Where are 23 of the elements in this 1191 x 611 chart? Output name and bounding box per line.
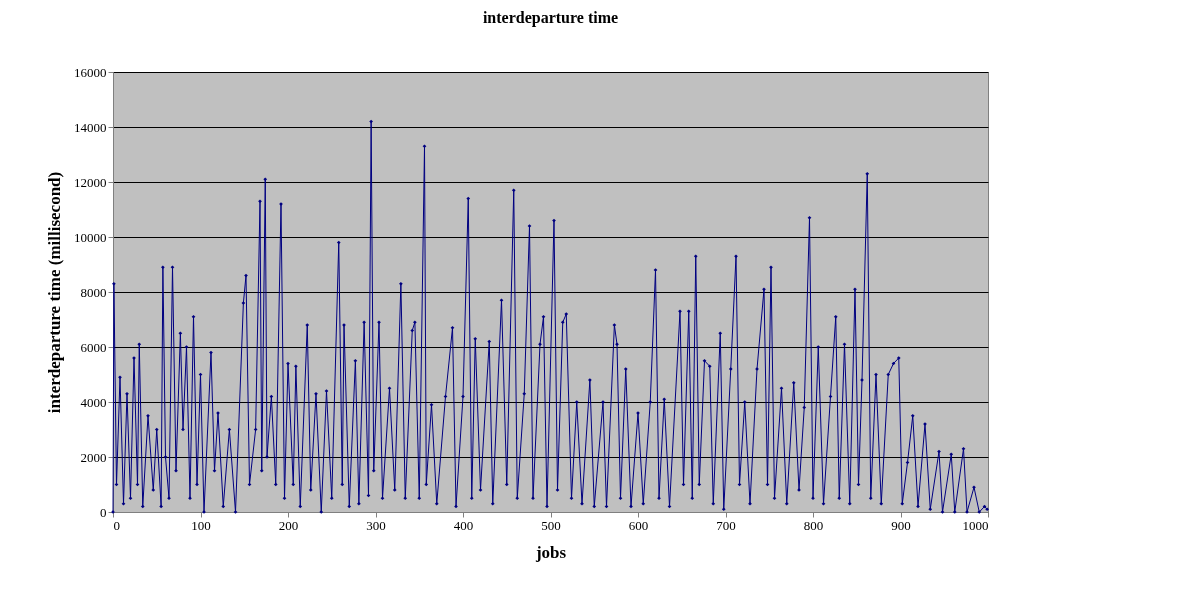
y-tick-label: 16000	[74, 64, 107, 80]
x-axis-title: jobs	[534, 542, 567, 562]
x-tick-label: 800	[803, 517, 824, 533]
x-tick-label: 0	[113, 517, 120, 533]
x-tick-label: 100	[191, 517, 211, 533]
x-tick-label: 600	[628, 517, 649, 533]
y-axis-title: interdeparture time (millisecond)	[45, 171, 64, 414]
chart-title: interdeparture time	[482, 9, 619, 27]
x-tick-label: 1000	[962, 517, 989, 533]
x-tick-label: 400	[453, 517, 474, 533]
y-tick-label: 2000	[80, 449, 107, 465]
y-tick-label: 4000	[80, 394, 107, 410]
x-tick-label: 500	[541, 517, 561, 533]
x-tick-label: 300	[366, 517, 386, 533]
x-tick-label: 700	[716, 517, 736, 533]
y-tick-label: 10000	[74, 229, 107, 245]
y-tick-label: 0	[100, 504, 107, 520]
x-tick-label: 900	[891, 517, 911, 533]
y-tick-label: 6000	[80, 339, 107, 355]
y-tick-label: 8000	[80, 284, 107, 300]
x-tick-label: 200	[278, 517, 299, 533]
y-tick-label: 12000	[74, 174, 107, 190]
y-tick-label: 14000	[74, 119, 107, 135]
